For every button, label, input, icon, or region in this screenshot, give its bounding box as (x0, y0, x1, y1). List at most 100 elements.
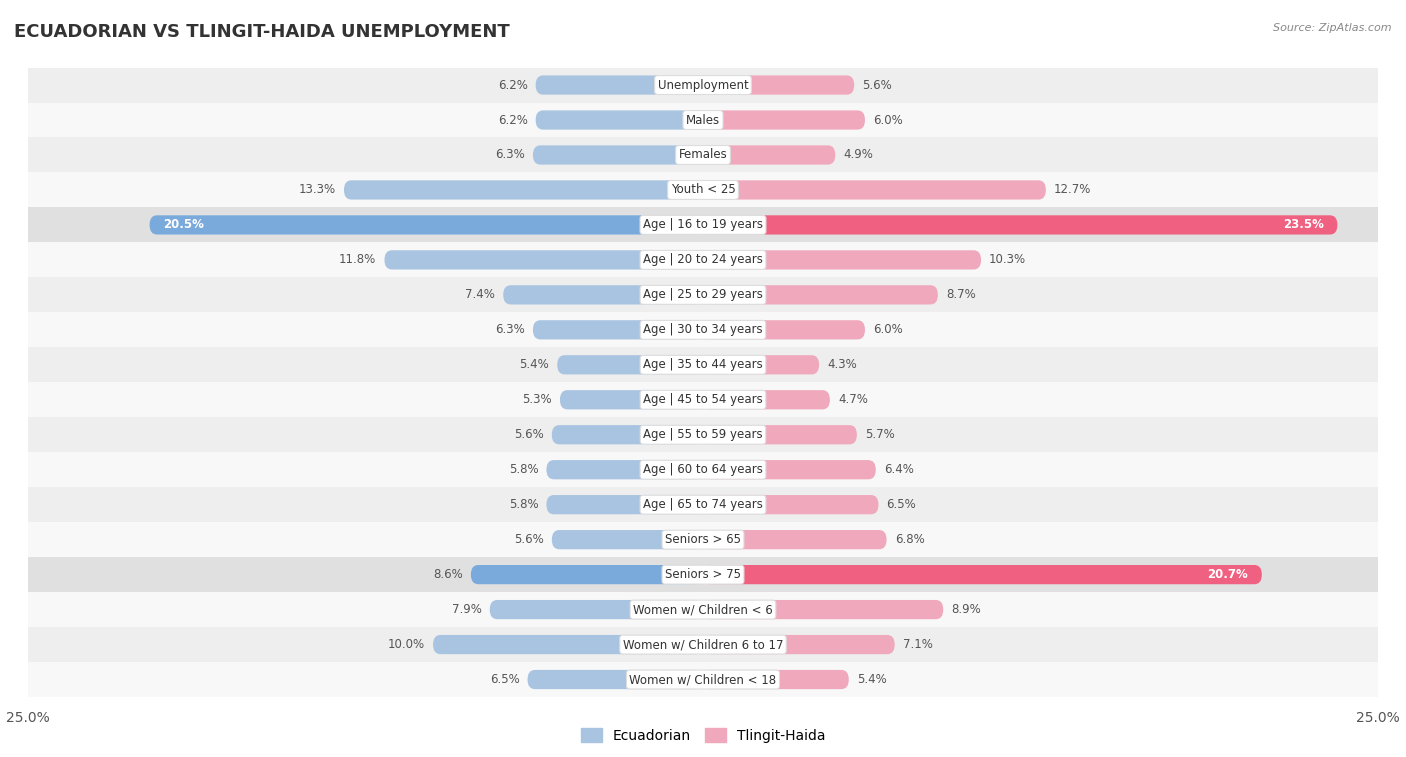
FancyBboxPatch shape (703, 320, 865, 339)
Text: 7.9%: 7.9% (451, 603, 482, 616)
Text: 5.3%: 5.3% (522, 394, 551, 407)
FancyBboxPatch shape (344, 180, 703, 200)
FancyBboxPatch shape (703, 111, 865, 129)
FancyBboxPatch shape (703, 530, 887, 550)
Text: Age | 35 to 44 years: Age | 35 to 44 years (643, 358, 763, 371)
FancyBboxPatch shape (557, 355, 703, 375)
Bar (28, 277, 1378, 313)
Text: Women w/ Children 6 to 17: Women w/ Children 6 to 17 (623, 638, 783, 651)
Bar (28, 627, 1378, 662)
FancyBboxPatch shape (703, 425, 856, 444)
FancyBboxPatch shape (527, 670, 703, 689)
Bar (28, 452, 1378, 488)
Text: 5.7%: 5.7% (865, 428, 894, 441)
Text: Age | 16 to 19 years: Age | 16 to 19 years (643, 219, 763, 232)
FancyBboxPatch shape (703, 495, 879, 514)
Text: Age | 55 to 59 years: Age | 55 to 59 years (643, 428, 763, 441)
Bar (28, 67, 1378, 102)
Text: Women w/ Children < 18: Women w/ Children < 18 (630, 673, 776, 686)
Bar (28, 242, 1378, 277)
FancyBboxPatch shape (384, 251, 703, 269)
Text: 8.9%: 8.9% (952, 603, 981, 616)
Bar (28, 313, 1378, 347)
Text: 6.2%: 6.2% (498, 114, 527, 126)
FancyBboxPatch shape (560, 390, 703, 410)
FancyBboxPatch shape (536, 111, 703, 129)
Text: 6.4%: 6.4% (884, 463, 914, 476)
Text: 5.6%: 5.6% (515, 428, 544, 441)
FancyBboxPatch shape (703, 76, 855, 95)
Legend: Ecuadorian, Tlingit-Haida: Ecuadorian, Tlingit-Haida (575, 723, 831, 749)
Bar (28, 522, 1378, 557)
Bar (28, 138, 1378, 173)
FancyBboxPatch shape (471, 565, 703, 584)
FancyBboxPatch shape (703, 251, 981, 269)
FancyBboxPatch shape (551, 425, 703, 444)
FancyBboxPatch shape (489, 600, 703, 619)
Text: Seniors > 65: Seniors > 65 (665, 533, 741, 546)
Bar (28, 173, 1378, 207)
Text: 7.1%: 7.1% (903, 638, 932, 651)
Text: 23.5%: 23.5% (1284, 219, 1324, 232)
Text: 20.7%: 20.7% (1208, 568, 1249, 581)
FancyBboxPatch shape (703, 145, 835, 164)
FancyBboxPatch shape (703, 285, 938, 304)
Text: 6.5%: 6.5% (887, 498, 917, 511)
Bar (28, 592, 1378, 627)
Text: 10.0%: 10.0% (388, 638, 425, 651)
Text: 10.3%: 10.3% (990, 254, 1026, 266)
Text: Age | 30 to 34 years: Age | 30 to 34 years (643, 323, 763, 336)
FancyBboxPatch shape (703, 355, 820, 375)
Text: 4.7%: 4.7% (838, 394, 868, 407)
Text: 5.4%: 5.4% (856, 673, 887, 686)
Text: Unemployment: Unemployment (658, 79, 748, 92)
Text: Women w/ Children < 6: Women w/ Children < 6 (633, 603, 773, 616)
Bar (28, 102, 1378, 138)
Bar (28, 207, 1378, 242)
Text: 13.3%: 13.3% (298, 183, 336, 197)
Text: 5.8%: 5.8% (509, 463, 538, 476)
Text: Males: Males (686, 114, 720, 126)
FancyBboxPatch shape (149, 215, 703, 235)
Text: 6.3%: 6.3% (495, 323, 524, 336)
Text: Youth < 25: Youth < 25 (671, 183, 735, 197)
Text: 4.9%: 4.9% (844, 148, 873, 161)
Text: 4.3%: 4.3% (827, 358, 856, 371)
FancyBboxPatch shape (433, 635, 703, 654)
FancyBboxPatch shape (547, 460, 703, 479)
Text: 8.6%: 8.6% (433, 568, 463, 581)
Bar (28, 662, 1378, 697)
FancyBboxPatch shape (703, 180, 1046, 200)
Bar (28, 382, 1378, 417)
Text: 6.2%: 6.2% (498, 79, 527, 92)
FancyBboxPatch shape (503, 285, 703, 304)
FancyBboxPatch shape (703, 390, 830, 410)
Text: Age | 20 to 24 years: Age | 20 to 24 years (643, 254, 763, 266)
Text: 12.7%: 12.7% (1054, 183, 1091, 197)
Text: 6.5%: 6.5% (489, 673, 519, 686)
Text: 8.7%: 8.7% (946, 288, 976, 301)
FancyBboxPatch shape (536, 76, 703, 95)
FancyBboxPatch shape (703, 600, 943, 619)
FancyBboxPatch shape (703, 565, 1261, 584)
Text: Age | 25 to 29 years: Age | 25 to 29 years (643, 288, 763, 301)
Text: 5.6%: 5.6% (515, 533, 544, 546)
Text: 6.8%: 6.8% (894, 533, 924, 546)
FancyBboxPatch shape (703, 215, 1337, 235)
FancyBboxPatch shape (551, 530, 703, 550)
FancyBboxPatch shape (703, 635, 894, 654)
Text: 11.8%: 11.8% (339, 254, 377, 266)
Text: 6.3%: 6.3% (495, 148, 524, 161)
Text: 5.6%: 5.6% (862, 79, 891, 92)
FancyBboxPatch shape (533, 145, 703, 164)
Text: 5.4%: 5.4% (519, 358, 550, 371)
FancyBboxPatch shape (703, 460, 876, 479)
FancyBboxPatch shape (533, 320, 703, 339)
Text: 7.4%: 7.4% (465, 288, 495, 301)
Text: 6.0%: 6.0% (873, 323, 903, 336)
Text: Seniors > 75: Seniors > 75 (665, 568, 741, 581)
FancyBboxPatch shape (547, 495, 703, 514)
Text: Source: ZipAtlas.com: Source: ZipAtlas.com (1274, 23, 1392, 33)
Text: Age | 45 to 54 years: Age | 45 to 54 years (643, 394, 763, 407)
Text: 6.0%: 6.0% (873, 114, 903, 126)
